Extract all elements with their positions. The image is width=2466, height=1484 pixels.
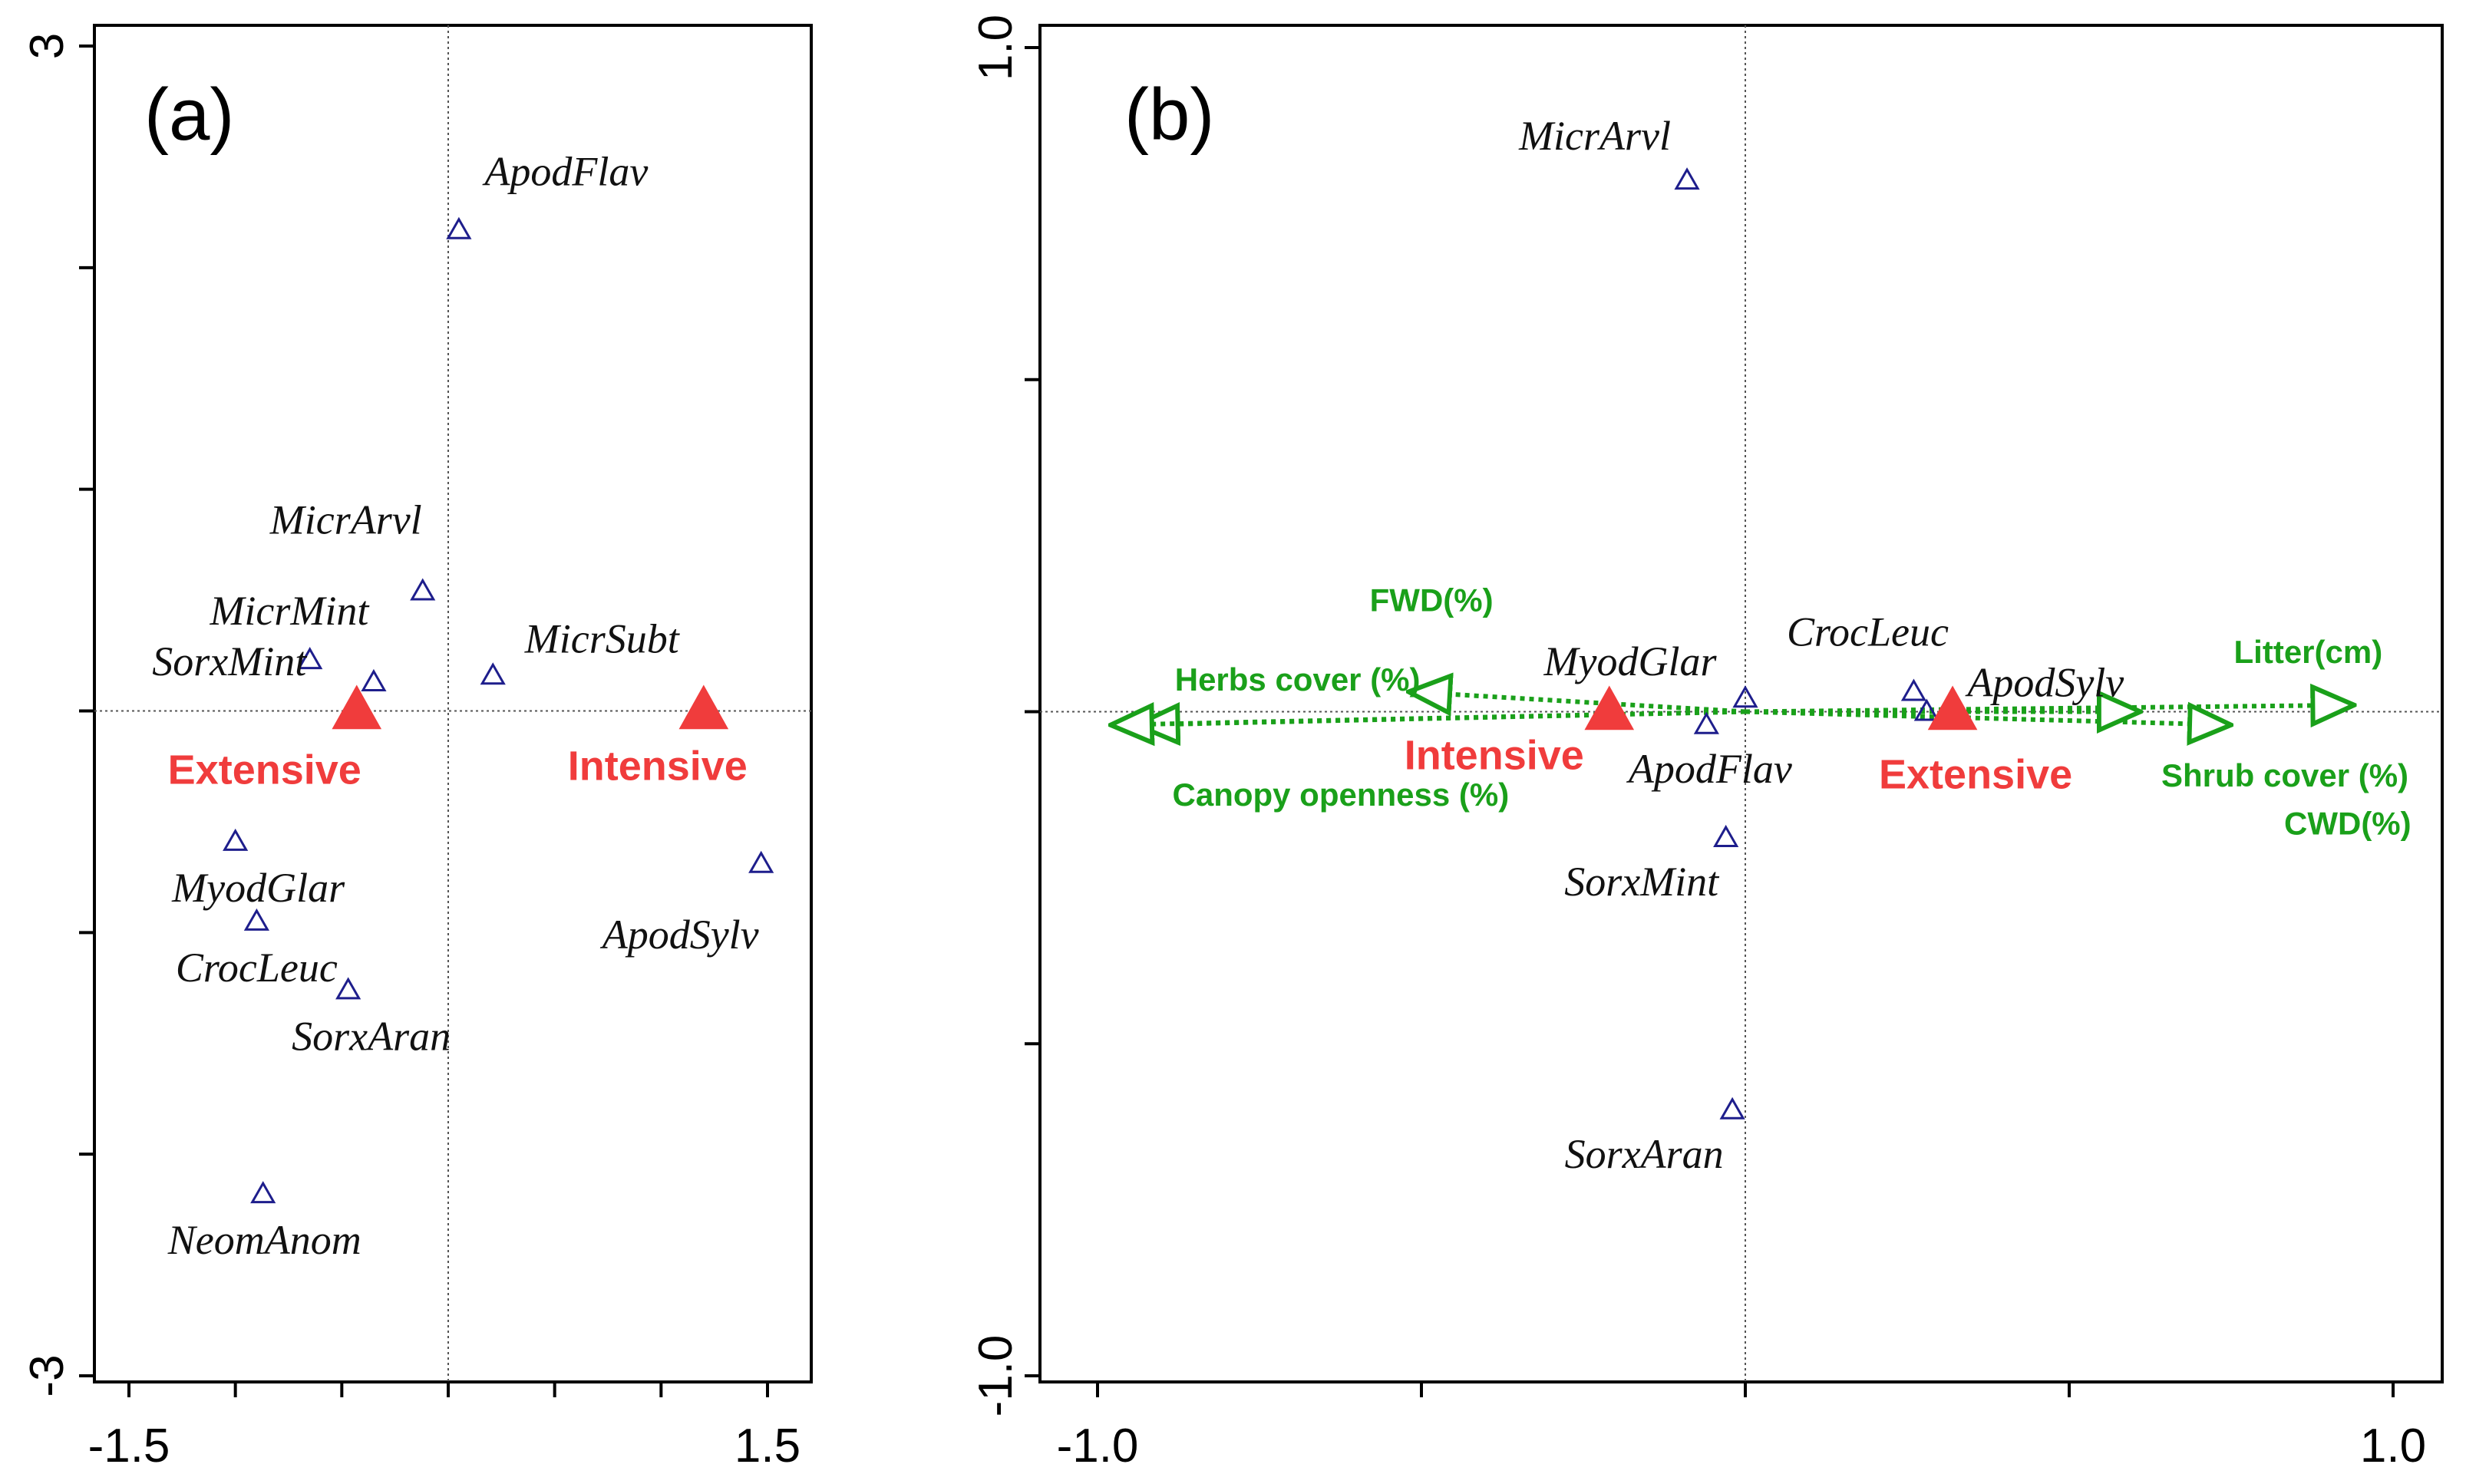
species-marker bbox=[1732, 685, 1758, 708]
species-marker bbox=[1713, 824, 1739, 847]
species-label: CrocLeuc bbox=[1787, 609, 1949, 655]
env-vector-label: Herbs cover (%) bbox=[1175, 661, 1421, 697]
env-vector-label: Litter(cm) bbox=[2234, 634, 2383, 670]
env-vector-label: CWD(%) bbox=[2284, 806, 2412, 842]
species-marker bbox=[1674, 167, 1700, 190]
panel-a-x-tick-label: 1.5 bbox=[735, 1420, 801, 1472]
panel-b-frame bbox=[1038, 24, 2444, 1383]
species-label: SorxAran bbox=[292, 1013, 451, 1059]
species-label: ApodFlav bbox=[1626, 746, 1792, 792]
env-vector bbox=[1408, 692, 1746, 712]
panel-b: -1.0 1.0 1.0 -1.0 (b) FWD(%) Herbs cover … bbox=[969, 15, 2444, 1472]
panel-a-label: (a) bbox=[144, 74, 234, 156]
species-marker bbox=[297, 647, 323, 670]
treatment-marker bbox=[1584, 685, 1635, 730]
panel-a-ticks bbox=[79, 45, 769, 1397]
treatment-label: Extensive bbox=[1879, 752, 2072, 798]
panel-b-y-tick-label: -1.0 bbox=[969, 1335, 1022, 1417]
species-marker bbox=[410, 578, 436, 601]
panel-b-label: (b) bbox=[1124, 74, 1214, 156]
species-marker bbox=[250, 1181, 276, 1204]
species-marker bbox=[335, 977, 361, 1000]
treatment-marker bbox=[1927, 685, 1978, 730]
species-label: ApodFlav bbox=[482, 149, 648, 195]
treatment-label: Intensive bbox=[568, 744, 748, 790]
panel-b-x-tick-label: 1.0 bbox=[2360, 1420, 2426, 1472]
species-marker bbox=[446, 216, 472, 239]
env-vector bbox=[1745, 712, 2231, 725]
treatment-marker bbox=[332, 684, 382, 730]
panel-b-ticks bbox=[1025, 46, 2395, 1397]
species-label: CrocLeuc bbox=[176, 945, 338, 991]
env-vector-label: Canopy openness (%) bbox=[1173, 777, 1510, 813]
panel-b-treatments: Intensive Extensive bbox=[1405, 685, 2072, 798]
species-marker bbox=[748, 850, 774, 873]
panel-b-env-vectors: FWD(%) Herbs cover (%) Canopy openness (%)… bbox=[1111, 582, 2412, 842]
species-marker bbox=[1719, 1097, 1745, 1120]
species-label: ApodSylv bbox=[1965, 660, 2124, 706]
species-label: ApodSylv bbox=[600, 912, 759, 958]
species-marker bbox=[223, 828, 249, 851]
treatment-marker bbox=[678, 684, 729, 730]
panel-a-y-tick-label: -3 bbox=[21, 1354, 74, 1397]
treatment-label: Intensive bbox=[1405, 733, 1584, 779]
species-marker bbox=[361, 668, 387, 691]
env-vector bbox=[1111, 712, 1746, 725]
species-marker bbox=[1693, 711, 1719, 734]
panel-b-y-tick-label: 1.0 bbox=[969, 15, 1022, 81]
panel-b-species-points: MicrArvl MyodGlar CrocLeuc ApodSylv ApodFlav… bbox=[1518, 113, 2124, 1177]
species-marker bbox=[1900, 678, 1927, 701]
species-marker bbox=[1913, 698, 1939, 721]
species-marker bbox=[243, 908, 269, 931]
panel-a-x-tick-label: -1.5 bbox=[88, 1420, 170, 1472]
species-label: MyodGlar bbox=[1543, 638, 1718, 684]
species-label: MicrArvl bbox=[269, 497, 422, 543]
species-marker bbox=[480, 662, 506, 685]
species-label: SorxMint bbox=[1564, 859, 1720, 905]
treatment-label: Extensive bbox=[168, 747, 361, 793]
species-label: MyodGlar bbox=[171, 865, 345, 911]
panel-a-frame bbox=[93, 24, 813, 1383]
species-label: SorxMint bbox=[152, 638, 308, 684]
species-label: NeomAnom bbox=[167, 1217, 361, 1263]
panel-b-x-tick-label: -1.0 bbox=[1057, 1420, 1139, 1472]
species-label: MicrMint bbox=[209, 588, 370, 634]
species-label: MicrArvl bbox=[1518, 113, 1671, 159]
panel-a: -1.5 1.5 3 -3 (a) ApodFlav MicrArvl MicrMi… bbox=[21, 24, 813, 1472]
species-label: SorxAran bbox=[1565, 1131, 1724, 1177]
env-vector-label: FWD(%) bbox=[1370, 582, 1494, 618]
panel-a-y-tick-label: 3 bbox=[21, 33, 74, 59]
env-vector-label: Shrub cover (%) bbox=[2161, 757, 2408, 793]
panel-a-treatments: Extensive Intensive bbox=[168, 684, 748, 793]
species-label: MicrSubt bbox=[524, 615, 681, 661]
